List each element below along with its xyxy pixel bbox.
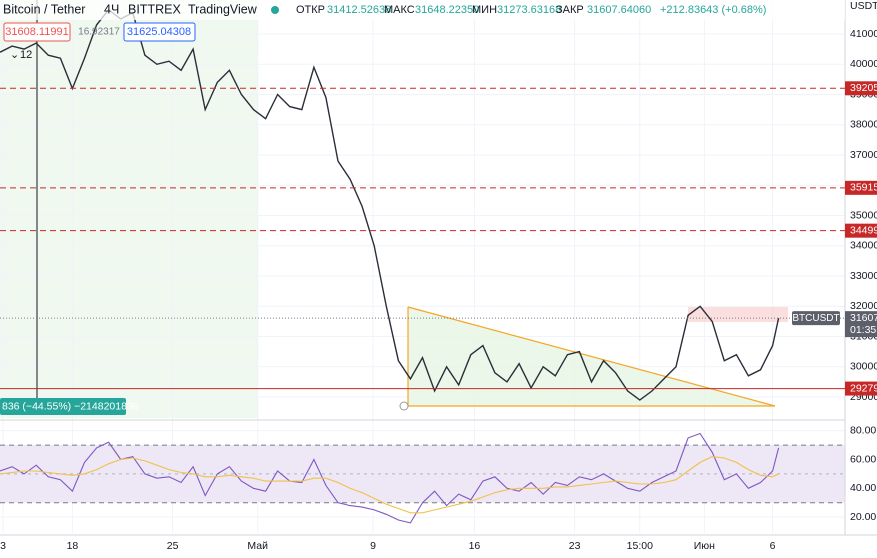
y-tick-label: 80.00 [850,424,876,436]
exchange: BITTREX [128,2,181,16]
y-tick-label: 60.00 [850,453,876,465]
level-tag [845,381,877,396]
y-tick-label: 40000.00 [850,58,877,70]
level-tag [845,180,877,195]
x-tick-label: 18 [67,540,79,552]
ohlc-value: 31648.22350 [415,4,479,16]
buy-button[interactable] [123,22,196,42]
ohlc-value: 31412.52638 [327,4,391,16]
series-line [0,432,780,524]
symbol[interactable]: Bitcoin / Tether [3,2,85,16]
ohlc-label: ЗАКР [556,4,584,16]
measure-label: 836 (−44.55%) −2148201836 [2,400,139,412]
x-tick-label: 3 [0,540,6,552]
level-label: 35915. [850,182,877,194]
x-tick-label: 9 [370,540,376,552]
spread: 16.92317 [78,27,120,38]
x-tick-label: 23 [569,540,581,552]
indicator-count[interactable]: 12 [20,49,32,61]
y-tick-label: 37000.00 [850,149,877,161]
y-tick-label: 40.00 [850,482,876,494]
collapse-arrow[interactable]: ⌄ [10,49,19,61]
x-tick-label: 16 [469,540,481,552]
bid[interactable]: 31608.11991 [5,26,68,38]
triangle-line [407,306,776,407]
y-tick-label: 41000.00 [850,28,877,40]
x-tick-label: 6 [770,540,776,552]
measure-box [0,398,126,415]
countdown: 01:35: [850,324,877,336]
ohlc-value: 31273.63168 [497,4,561,16]
range-highlight [0,0,258,418]
anchor-icon[interactable] [399,401,409,411]
y-tick-label: 30000.00 [850,361,877,373]
change: +212.83643 (+0.68%) [660,4,766,16]
level-label: 39205. [850,82,877,94]
y-tick-label: 32000.00 [850,300,877,312]
symbol-tag [792,311,840,326]
y-tick-label: 38000.00 [850,119,877,131]
x-tick-label: 25 [167,540,179,552]
source: TradingView [188,2,258,16]
ohlc-value: 31607.64060 [587,4,651,16]
x-tick-label: Июн [694,540,715,552]
level-tag [845,223,877,238]
y-tick-label: 20.00 [850,511,876,523]
last-price-tag [845,311,877,338]
level-label: 29279. [850,382,877,394]
symbol-tag-label: BTCUSDT [792,313,839,324]
sell-button[interactable] [3,22,71,42]
y-tick-label: 34000.00 [850,240,877,252]
interval[interactable]: 4Ч [104,2,119,16]
currency-unit: USDT [850,0,877,12]
x-tick-label: Май [247,540,268,552]
y-tick-label: 35000.00 [850,209,877,221]
series-line [0,456,779,514]
ohlc-label: МАКС [384,4,415,16]
header-bg [0,0,845,20]
x-tick-label: 15:00 [627,540,653,552]
y-tick-label: 33000.00 [850,270,877,282]
level-tag [845,81,877,96]
ohlc-label: МИН [472,4,497,16]
ohlc-label: ОТКР [296,4,325,16]
last-price-label: 31607. [850,312,877,324]
level-label: 34499. [850,224,877,236]
ask[interactable]: 31625.04308 [127,26,191,38]
status-dot [271,6,279,14]
